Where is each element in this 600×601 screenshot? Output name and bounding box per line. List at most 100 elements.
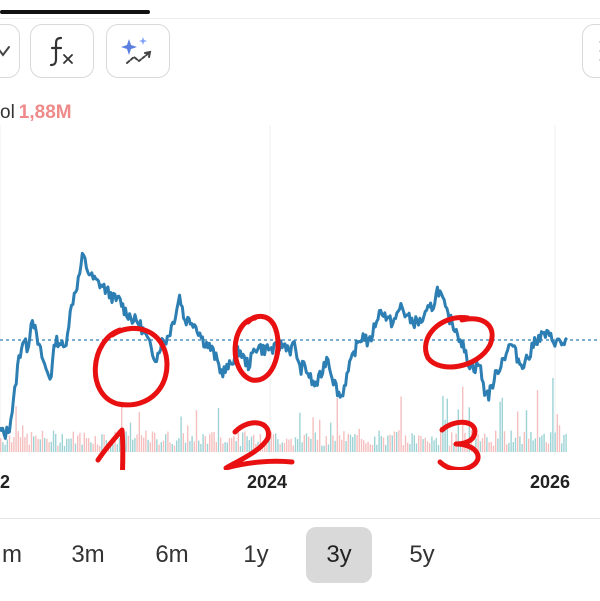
volume-bar [229,438,230,452]
ai-analysis-button[interactable] [106,24,170,78]
range-option-6m[interactable]: 6m [140,527,204,583]
volume-bar [359,429,360,452]
volume-bar [187,426,188,453]
volume-bar [499,402,500,452]
volume-bar [321,446,322,452]
volume-bar [88,438,89,452]
annotation-circle [95,328,167,404]
volume-bar [90,442,91,452]
volume-bar [205,436,206,452]
volume-bar [422,439,423,452]
volume-bar [139,412,140,452]
volume-bar [176,441,177,453]
volume-bar [152,432,153,453]
volume-bar [537,390,538,452]
volume-bar [310,439,311,452]
volume-bar [0,438,1,452]
volume-bar [488,442,489,452]
volume-bar [169,442,170,452]
volume-bar [33,436,34,452]
volume-bar [319,420,320,452]
volume-bar [198,441,199,452]
volume-bar [18,431,19,452]
volume-bar [354,434,355,452]
volume-bar [62,434,63,452]
volume-bar [235,441,236,452]
volume-bar [7,439,8,452]
volume-bar [548,444,549,452]
volume-bar [68,439,69,452]
range-option-3y[interactable]: 3y [306,527,372,583]
volume-bar [330,423,331,452]
volume-bar [365,443,366,452]
volume-bar [504,431,505,452]
price-chart[interactable] [0,125,600,470]
volume-bar [403,445,404,452]
volume-bar [554,433,555,453]
volume-bar [341,440,342,452]
volume-bar [249,440,250,452]
volume-bar [4,445,5,452]
volume-bar [323,446,324,452]
volume-bar [442,396,443,452]
volume-bar [559,425,560,452]
volume-bar [220,437,221,452]
volume-bar [405,435,406,452]
volume-bar [48,442,49,452]
volume-bar [141,435,142,452]
volume-bar [202,434,203,452]
volume-bar [183,433,184,452]
collapse-button[interactable] [0,24,20,78]
volume-bar [275,434,276,453]
volume-bar [414,435,415,452]
volume-bar [521,444,522,452]
volume-bar [343,431,344,452]
volume-bar [552,378,553,452]
volume-bar [92,444,93,452]
volume-bar [246,436,247,452]
volume-bar [295,437,296,452]
volume-bar [381,436,382,452]
volume-bar [539,437,540,452]
volume-bar [75,444,76,453]
more-options-button[interactable] [582,24,600,78]
volume-bar [266,444,267,452]
volume-bar [396,432,397,452]
volume-bar [227,443,228,452]
volume-bar [99,446,100,452]
volume-bar [367,442,368,452]
volume-bars [0,378,567,452]
indicators-button[interactable] [30,24,94,78]
volume-label: ol [0,102,15,123]
volume-bar [508,443,509,452]
volume-bar [334,441,335,452]
volume-bar [482,438,483,452]
range-option-5y[interactable]: 5y [390,527,454,583]
volume-bar [86,438,87,452]
loading-progress [0,10,150,14]
volume-bar [24,437,25,452]
volume-bar [317,440,318,452]
volume-bar [238,431,239,452]
volume-bar [299,413,300,452]
volume-bar [497,438,498,452]
range-option-1y[interactable]: 1y [224,527,288,583]
range-option-3m[interactable]: 3m [56,527,120,583]
volume-bar [308,437,309,452]
volume-bar [73,432,74,452]
volume-bar [191,436,192,452]
volume-bar [200,444,201,452]
volume-bar [290,439,291,452]
volume-bar [97,444,98,452]
volume-bar [378,431,379,452]
volume-bar [77,435,78,452]
volume-bar [81,445,82,452]
volume-bar [128,436,129,452]
volume-bar [101,434,102,452]
volume-bar [213,432,214,452]
volume-bar [125,431,126,452]
volume-bar [385,445,386,452]
volume-bar [438,445,439,452]
range-option-1m[interactable]: m [0,527,32,583]
volume-bar [161,442,162,452]
